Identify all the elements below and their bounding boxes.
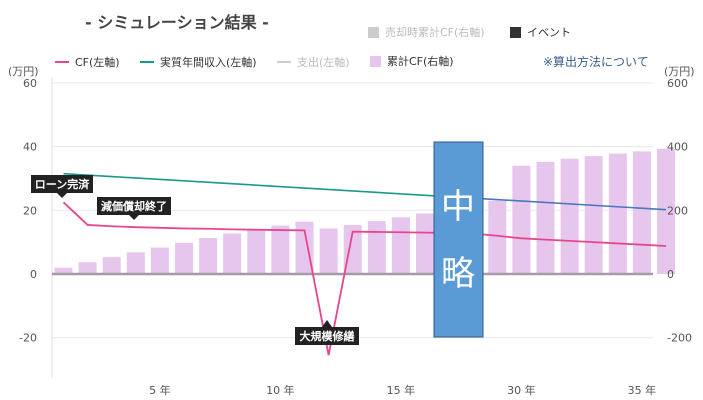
cf-line	[62, 201, 667, 356]
event-callout-pointer	[322, 320, 332, 327]
legend-label: 実質年間収入(左軸)	[160, 56, 257, 69]
right-axis-tick-label: 200	[667, 204, 688, 217]
cumulative-cf-bar	[223, 233, 242, 274]
x-axis-tick-label: 10 年	[266, 383, 295, 397]
legend-swatch	[140, 61, 154, 63]
right-axis-unit: (万円)	[664, 65, 695, 78]
right-axis-tick-label: 400	[667, 141, 688, 154]
legend-swatch	[510, 26, 521, 38]
event-callout-box	[31, 175, 93, 193]
cumulative-cf-bar	[271, 225, 290, 274]
x-axis-tick-label: 30 年	[507, 383, 536, 397]
x-axis-tick-label: 5 年	[149, 383, 171, 397]
cumulative-cf-bar	[416, 213, 434, 274]
cumulative-cf-bar	[295, 221, 314, 274]
income-line-tail	[483, 197, 667, 211]
left-axis-tick-label: 0	[30, 268, 37, 281]
cumulative-cf-bar	[247, 229, 266, 274]
page-title: - シミュレーション結果 -	[85, 13, 269, 32]
left-axis-tick-label: -20	[19, 332, 37, 345]
cumulative-cf-bar	[584, 156, 603, 274]
legend-swatch	[370, 55, 381, 67]
legend-swatch	[277, 61, 291, 63]
legend-sale-cumulative-cf[interactable]: 売却時累計CF(右軸)	[368, 24, 485, 40]
event-callout-pointer	[57, 193, 67, 198]
legend-cumulative-cf[interactable]: 累計CF(右軸)	[370, 53, 454, 69]
x-axis-tick-label: 15 年	[387, 383, 416, 397]
event-callout-pointer	[129, 215, 139, 220]
cumulative-cf-bar	[632, 151, 651, 274]
legend-label: CF(左軸)	[75, 56, 120, 69]
cumulative-cf-bar	[367, 221, 386, 274]
cumulative-cf-bar	[126, 252, 145, 274]
cumulative-cf-bar	[78, 262, 97, 274]
left-axis-tick-label: 60	[23, 77, 37, 90]
cumulative-cf-bar	[175, 242, 193, 274]
cumulative-cf-bar	[488, 200, 507, 274]
legend-swatch	[55, 61, 69, 63]
cumulative-cf-bar	[560, 158, 579, 274]
cumulative-cf-bar	[536, 161, 555, 274]
legend-expense[interactable]: 支出(左軸)	[277, 54, 350, 70]
right-axis-tick-label: 600	[667, 77, 688, 90]
cumulative-cf-bar	[512, 165, 531, 274]
legend-event[interactable]: イベント	[510, 24, 571, 40]
event-callout-label: 大規模修繕	[300, 329, 355, 343]
omitted-label-char: 中	[441, 187, 475, 227]
legend-label: 支出(左軸)	[297, 56, 350, 69]
omitted-label-char: 略	[441, 254, 475, 294]
calculation-method-link[interactable]: ※算出方法について	[543, 55, 649, 69]
x-axis-tick-label: 35 年	[628, 383, 657, 397]
legend-income[interactable]: 実質年間収入(左軸)	[140, 54, 257, 70]
cumulative-cf-bar	[54, 267, 73, 274]
event-callout-box	[295, 327, 359, 345]
legend-swatch	[368, 26, 379, 38]
cumulative-cf-bar	[319, 228, 338, 274]
legend-label: 累計CF(右軸)	[387, 55, 454, 68]
left-axis-tick-label: 40	[23, 141, 37, 154]
legend-label: 売却時累計CF(右軸)	[385, 26, 485, 39]
cumulative-cf-bar	[199, 238, 218, 274]
cumulative-cf-bar	[343, 224, 362, 274]
cumulative-cf-bar	[102, 257, 121, 274]
left-axis-tick-label: 20	[23, 204, 37, 217]
omitted-section-box	[433, 141, 484, 338]
legend-cf[interactable]: CF(左軸)	[55, 54, 120, 70]
cumulative-cf-bar	[150, 247, 169, 274]
right-axis-tick-label: -200	[667, 332, 692, 345]
event-callout-label: ローン完済	[35, 177, 90, 191]
cumulative-cf-bar	[608, 153, 627, 274]
cumulative-cf-bar	[657, 148, 675, 274]
cumulative-cf-bar	[391, 217, 410, 274]
event-callout-box	[97, 197, 171, 215]
event-callout-label: 減価償却終了	[101, 199, 167, 213]
left-axis-unit: (万円)	[8, 65, 39, 78]
income-line	[63, 172, 485, 200]
legend-label: イベント	[527, 26, 571, 39]
right-axis-tick-label: 0	[667, 268, 674, 281]
